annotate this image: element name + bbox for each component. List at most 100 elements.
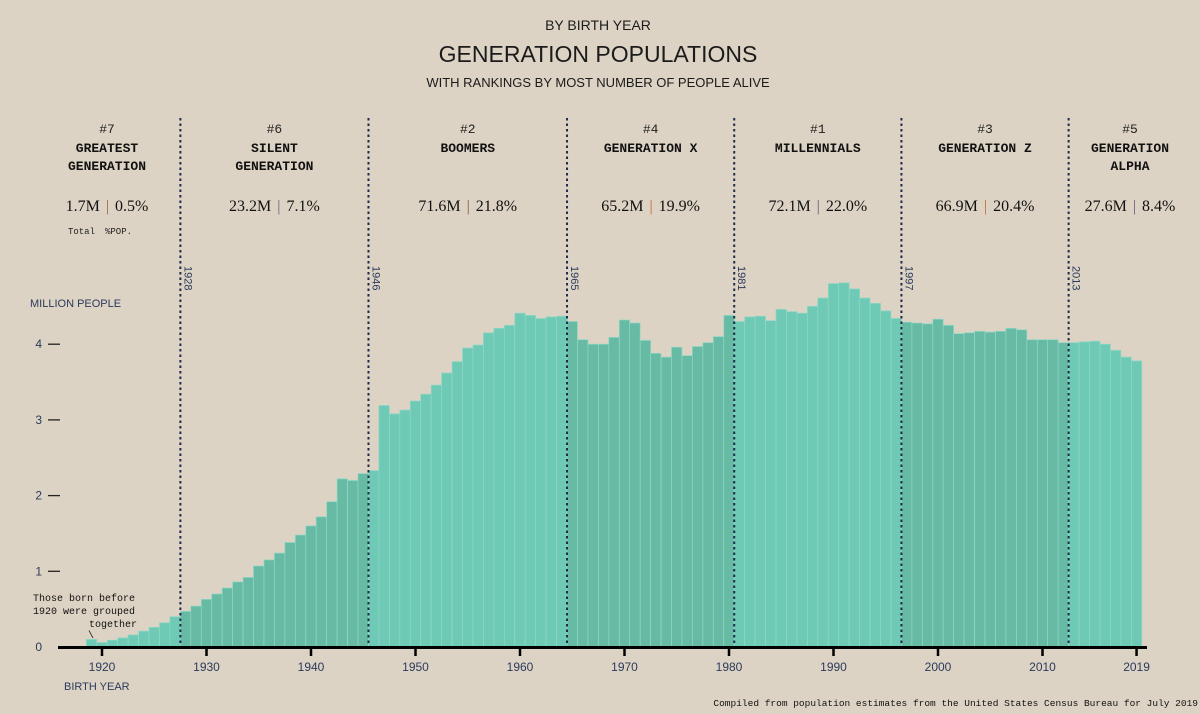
- annotation-line-3: together: [89, 619, 137, 631]
- generation-headers: #7 GREATEST GENERATION 1.7M | 0.5% 1928 #6 SILEN…: [66, 118, 1175, 647]
- bar-1952: [430, 384, 443, 648]
- y-tick-label: 1: [35, 564, 42, 578]
- bar-1942: [326, 501, 338, 648]
- stats-legend: Total %POP.: [68, 227, 132, 237]
- generation-name: GENERATION: [68, 159, 146, 174]
- generation-header-6: 1997 #3 GENERATION Z 66.9M | 20.4%: [900, 118, 1034, 647]
- bar-2019: [1130, 360, 1143, 648]
- bar-1934: [242, 577, 254, 648]
- bar-1980: [723, 315, 735, 648]
- generation-name: GENERATION: [235, 159, 313, 174]
- stats-legend-pct: %POP.: [105, 227, 132, 237]
- generation-total: 66.9M: [936, 198, 978, 215]
- bar-2004: [974, 330, 986, 648]
- generation-name: GENERATION Z: [938, 141, 1032, 156]
- bar-1971: [629, 322, 641, 648]
- stat-separator: |: [1133, 198, 1136, 215]
- bar-1930: [200, 598, 213, 648]
- bars-group: [85, 282, 1143, 648]
- stat-separator: |: [106, 198, 109, 215]
- bar-1995: [880, 310, 892, 648]
- bar-2001: [942, 324, 955, 648]
- bar-1958: [493, 327, 505, 648]
- divider-year-label: 1965: [568, 266, 580, 290]
- bar-1990: [827, 283, 840, 648]
- bar-2018: [1120, 356, 1132, 648]
- generation-pct: 8.4%: [1142, 198, 1175, 215]
- generation-name: SILENT: [251, 141, 298, 156]
- bar-1945: [357, 473, 369, 648]
- bar-1931: [211, 593, 223, 648]
- generation-total: 27.6M: [1085, 198, 1127, 215]
- generation-name: GENERATION X: [604, 141, 698, 156]
- y-tick-label: 3: [35, 413, 42, 427]
- bar-1984: [765, 320, 777, 648]
- x-axis: 1920 1930 1940 1950 1960 1970 1980 1990 2000 2010…: [89, 647, 1150, 674]
- bar-2014: [1078, 341, 1090, 648]
- bar-2005: [984, 331, 996, 648]
- generation-name: ALPHA: [1110, 159, 1149, 174]
- generation-total: 23.2M: [229, 198, 271, 215]
- bar-2016: [1099, 343, 1111, 648]
- x-tick-label: 1980: [716, 660, 743, 674]
- bar-2009: [1026, 339, 1038, 648]
- bar-1970: [618, 319, 631, 648]
- stat-separator: |: [467, 198, 470, 215]
- bar-1923: [127, 634, 139, 648]
- bar-1939: [294, 534, 307, 648]
- bar-1969: [608, 337, 620, 648]
- bar-2008: [1016, 329, 1028, 648]
- annotation-line-2: 1920 were grouped: [33, 606, 135, 618]
- stat-separator: |: [649, 198, 652, 215]
- generation-name: GENERATION: [1091, 141, 1169, 156]
- bar-2010: [1036, 339, 1049, 648]
- generation-pct: 20.4%: [993, 198, 1034, 215]
- bar-1963: [545, 316, 557, 648]
- bar-1953: [441, 372, 453, 648]
- y-tick-label: 2: [35, 489, 42, 503]
- y-axis-label: MILLION PEOPLE: [30, 298, 121, 310]
- x-tick-label: 2000: [925, 660, 952, 674]
- bar-1940: [305, 525, 317, 648]
- bar-1927: [169, 616, 181, 648]
- bar-2003: [963, 332, 975, 648]
- bar-2007: [1005, 327, 1017, 648]
- bar-1997: [901, 321, 913, 648]
- pre-1920-annotation: Those born before 1920 were grouped toge…: [33, 593, 137, 642]
- bar-1964: [556, 315, 568, 648]
- generation-rank: #2: [460, 122, 476, 137]
- bar-1960: [514, 312, 526, 648]
- bar-1962: [535, 318, 547, 648]
- bar-1979: [712, 336, 725, 648]
- bar-1982: [744, 316, 756, 648]
- bar-1965: [566, 321, 578, 648]
- bar-1933: [232, 581, 244, 648]
- generation-header-1: #7 GREATEST GENERATION 1.7M | 0.5%: [66, 122, 149, 215]
- x-tick-label: 1920: [89, 660, 116, 674]
- x-tick-label: 2019: [1123, 660, 1150, 674]
- bar-1954: [451, 361, 463, 648]
- bar-1928: [180, 611, 192, 648]
- stat-separator: |: [817, 198, 820, 215]
- bar-1936: [263, 559, 275, 648]
- bar-1941: [315, 516, 328, 648]
- generation-total: 65.2M: [601, 198, 643, 215]
- generation-header-2: 1928 #6 SILENT GENERATION 23.2M | 7.1%: [179, 118, 320, 647]
- bar-1935: [253, 565, 265, 648]
- divider-year-label: 2013: [1070, 266, 1082, 290]
- bar-1932: [221, 587, 233, 648]
- generation-header-4: 1965 #4 GENERATION X 65.2M | 19.9%: [566, 118, 700, 647]
- generation-pct: 21.8%: [476, 198, 517, 215]
- generation-rank: #4: [643, 122, 659, 137]
- bar-1943: [336, 478, 348, 648]
- generation-stats: 71.6M | 21.8%: [418, 198, 517, 215]
- stats-legend-total: Total: [68, 227, 95, 237]
- annotation-line-1: Those born before: [33, 593, 135, 605]
- bar-1972: [639, 340, 652, 648]
- bar-1986: [786, 311, 798, 648]
- generation-stats: 65.2M | 19.9%: [601, 198, 700, 215]
- bar-2011: [1047, 339, 1059, 648]
- bar-1921: [106, 639, 118, 648]
- bar-1989: [817, 297, 829, 648]
